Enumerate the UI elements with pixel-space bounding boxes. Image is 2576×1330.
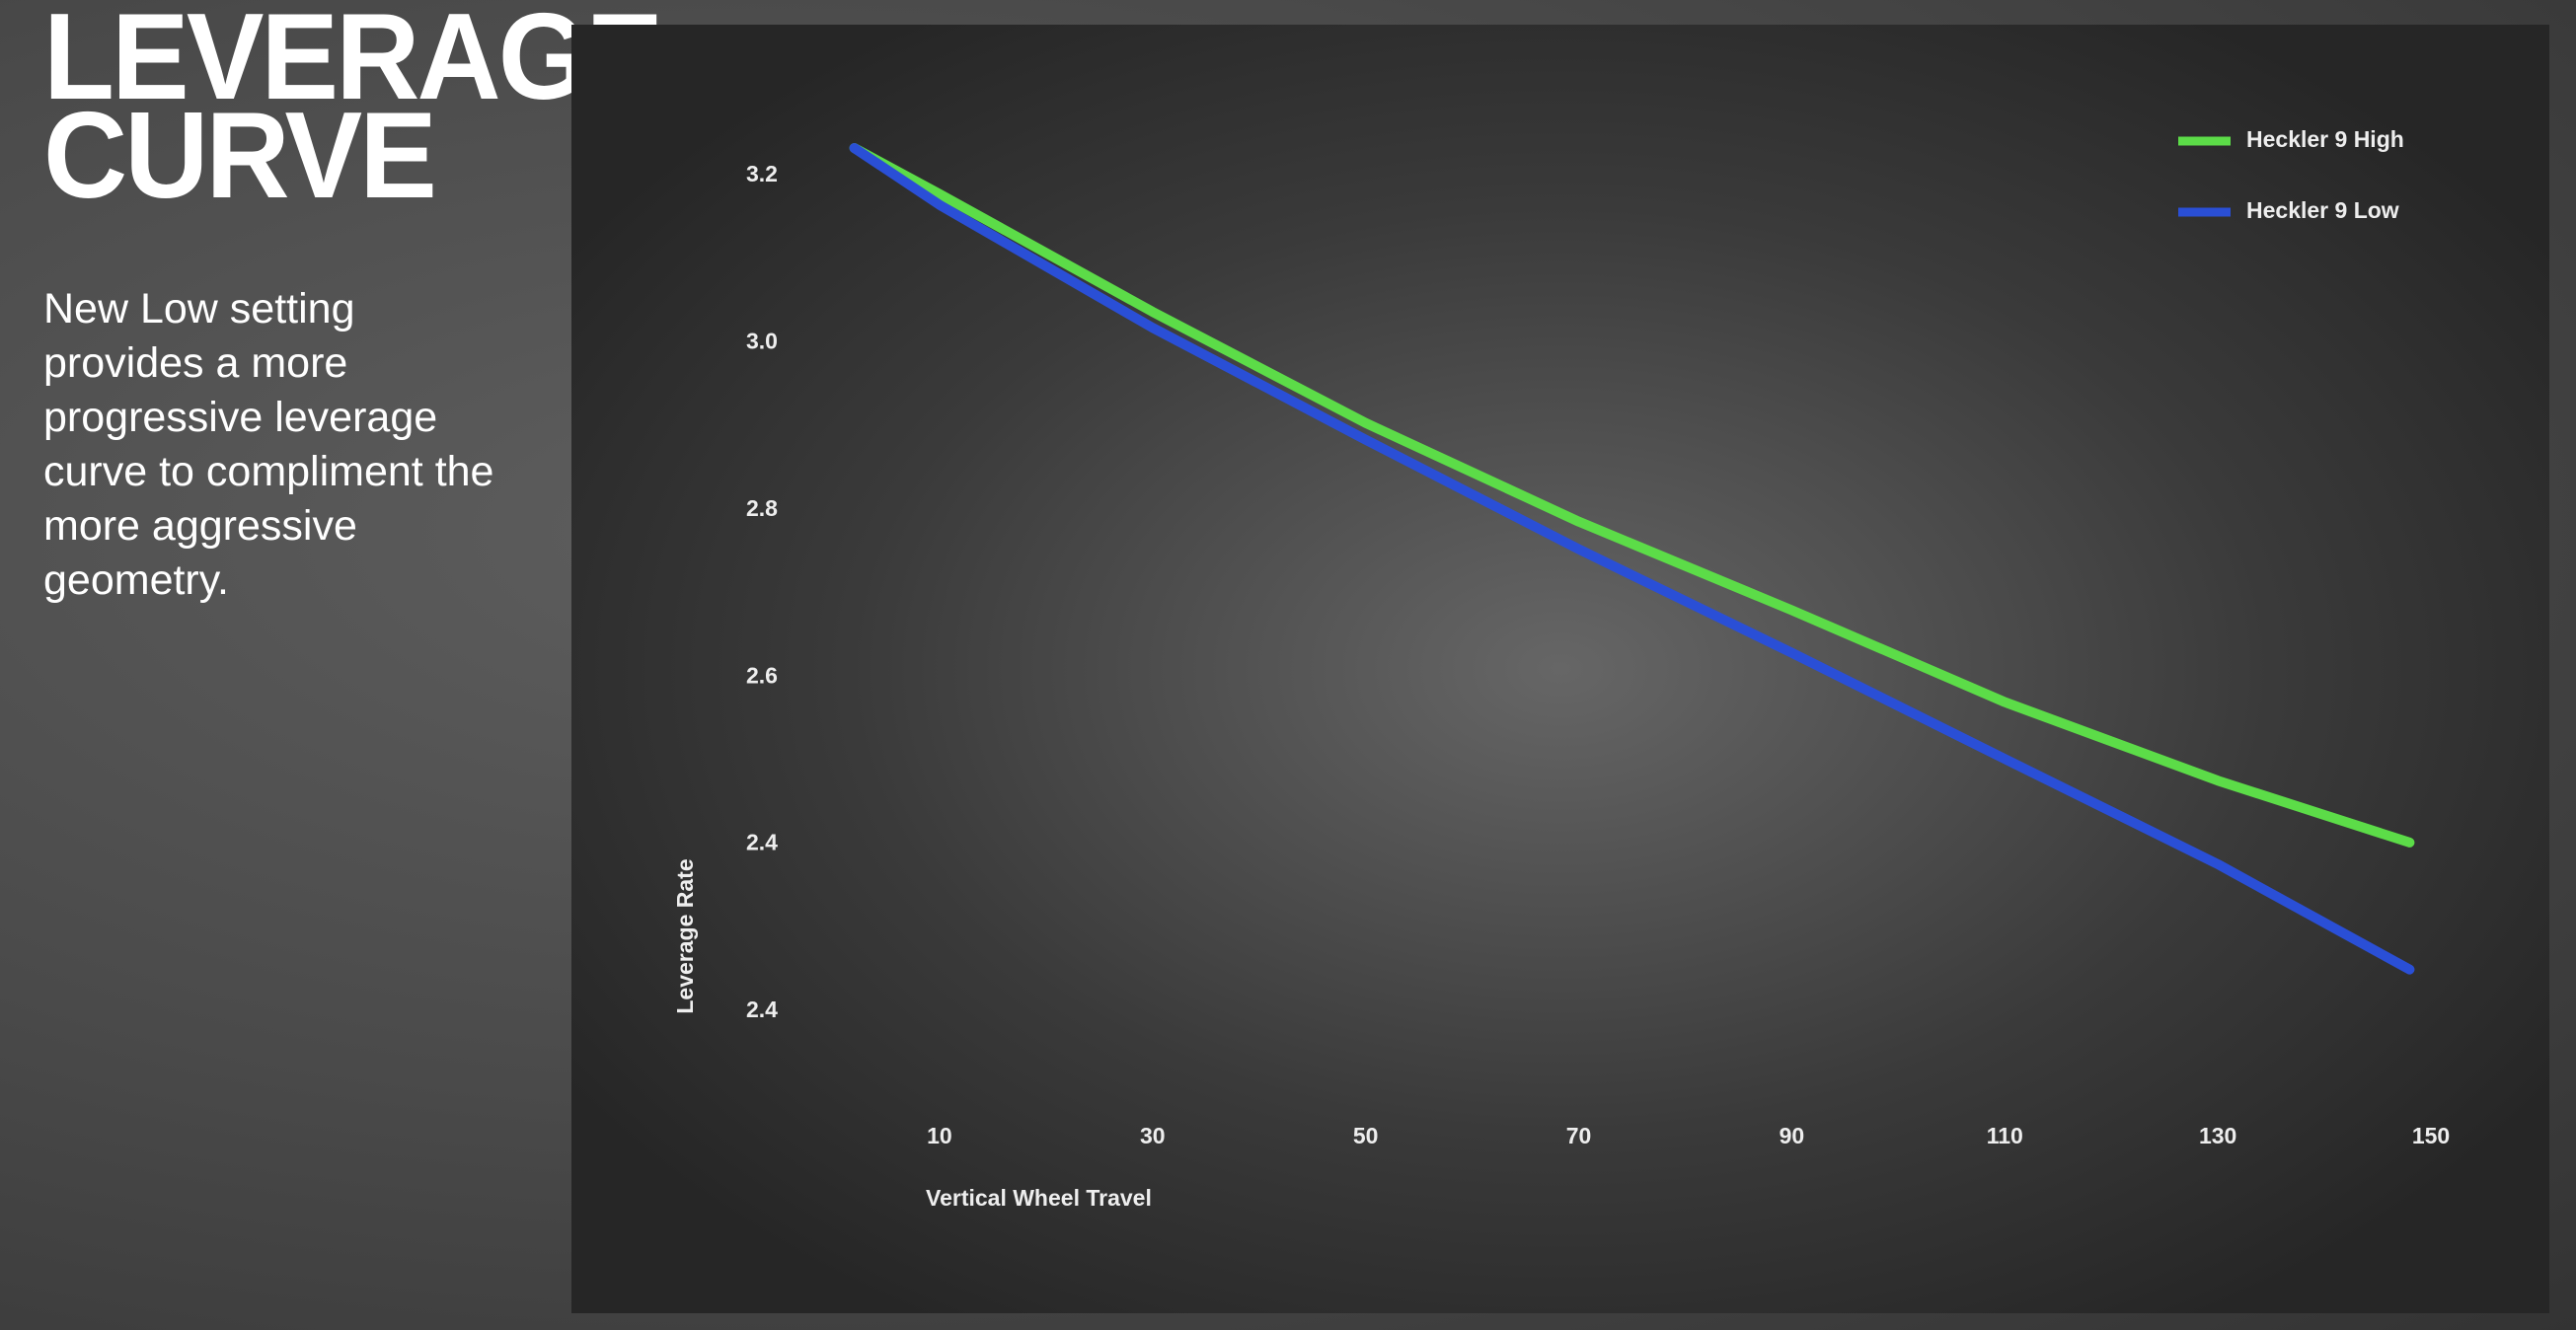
- description: New Low setting provides a more progress…: [43, 285, 494, 604]
- line: [849, 143, 2415, 975]
- y-tick-label: 2.8: [746, 495, 778, 521]
- x-tick-label: 70: [1566, 1123, 1592, 1148]
- title-line: CURVE: [43, 88, 437, 224]
- legend-label: Heckler 9 High: [2246, 126, 2404, 152]
- page-title: LEVERAGE CURVE: [43, 0, 663, 224]
- x-tick-label: 50: [1353, 1123, 1379, 1148]
- y-tick-label: 2.4: [746, 997, 778, 1022]
- y-tick-label: 3.0: [746, 328, 778, 353]
- title-line: LEVERAGE: [43, 0, 663, 125]
- legend-label: Heckler 9 Low: [2246, 197, 2399, 223]
- y-tick-label: 2.4: [746, 830, 778, 855]
- x-axis-label: Vertical Wheel Travel: [926, 1185, 1152, 1211]
- x-tick-label: 10: [927, 1123, 952, 1148]
- x-tick-label: 110: [1987, 1123, 2023, 1148]
- x-tick-label: 90: [1780, 1123, 1805, 1148]
- line: [849, 143, 2415, 848]
- x-tick-label: 130: [2199, 1123, 2236, 1148]
- y-axis-label: Leverage Rate: [672, 858, 698, 1013]
- y-tick-label: 3.2: [746, 161, 778, 186]
- x-tick-label: 30: [1140, 1123, 1166, 1148]
- y-tick-label: 2.6: [746, 662, 778, 688]
- chart-panel: [571, 25, 2549, 1313]
- x-tick-label: 150: [2412, 1123, 2450, 1148]
